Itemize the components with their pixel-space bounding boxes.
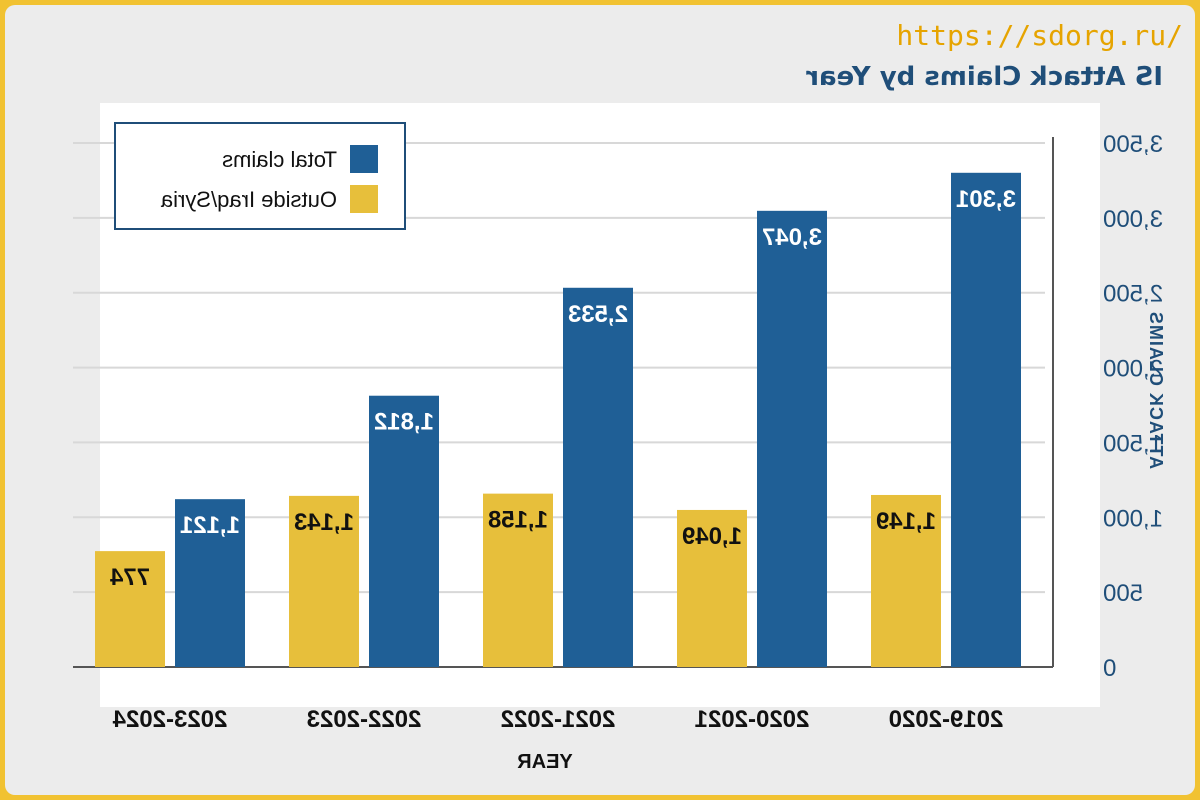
bar-label-outside: 1,049 <box>682 523 742 550</box>
chart-frame: 0 500 1,000 1,500 2,000 2,500 3,000 3,500 3,301 1… <box>5 5 1195 795</box>
bar-outside-iraq-syria <box>483 493 553 667</box>
bar-label-outside: 1,158 <box>488 507 548 534</box>
watermark-url: https://sdorg.ru/ <box>896 19 1183 52</box>
y-tick-label: 3,000 <box>1103 206 1163 233</box>
legend-label-outside: Outside Iraq/Syria <box>160 187 337 212</box>
bar-total-claims <box>175 499 245 667</box>
bar-total-claims <box>369 395 439 667</box>
bar-outside-iraq-syria <box>95 551 165 667</box>
x-category-label: 2023-2024 <box>112 706 227 733</box>
chart-title: IS Attack Claims by Year <box>806 62 1163 92</box>
y-tick-label: 500 <box>1103 580 1143 607</box>
bar-label-total: 3,301 <box>956 186 1016 213</box>
bar-label-total: 3,047 <box>762 224 822 251</box>
y-tick-label: 0 <box>1103 655 1116 682</box>
legend-swatch-outside <box>350 185 378 213</box>
bar-label-total: 1,121 <box>180 512 240 539</box>
y-tick-label: 1,500 <box>1103 430 1163 457</box>
bar-label-total: 1,812 <box>374 409 434 436</box>
bar-label-outside: 774 <box>109 564 150 591</box>
bar-total-claims <box>951 172 1021 667</box>
x-axis-title: YEAR <box>517 751 573 773</box>
bar-outside-iraq-syria <box>289 495 359 667</box>
x-category-label: 2022-2023 <box>307 706 422 733</box>
legend-label-total: Total claims <box>222 147 337 172</box>
bar-label-outside: 1,143 <box>294 509 354 536</box>
y-axis-title: ATTACK CLAIMS <box>1146 311 1166 469</box>
x-category-label: 2020-2021 <box>695 706 810 733</box>
bar-total-claims <box>757 210 827 668</box>
bar-total-claims <box>563 287 633 667</box>
x-category-label: 2019-2020 <box>889 706 1004 733</box>
chart: 0 500 1,000 1,500 2,000 2,500 3,000 3,500 3,301 1… <box>73 19 1183 773</box>
y-tick-label: 2,500 <box>1103 281 1163 308</box>
bar-label-outside: 1,149 <box>876 508 936 535</box>
legend-swatch-total <box>350 145 378 173</box>
legend-box <box>114 122 406 230</box>
x-category-label: 2021-2022 <box>501 706 616 733</box>
y-tick-label: 3,500 <box>1103 131 1163 158</box>
y-tick-label: 1,000 <box>1103 505 1163 532</box>
bar-outside-iraq-syria <box>871 494 941 667</box>
bar-label-total: 2,533 <box>568 301 628 328</box>
bar-outside-iraq-syria <box>677 509 747 667</box>
y-tick-label: 2,000 <box>1103 356 1163 383</box>
